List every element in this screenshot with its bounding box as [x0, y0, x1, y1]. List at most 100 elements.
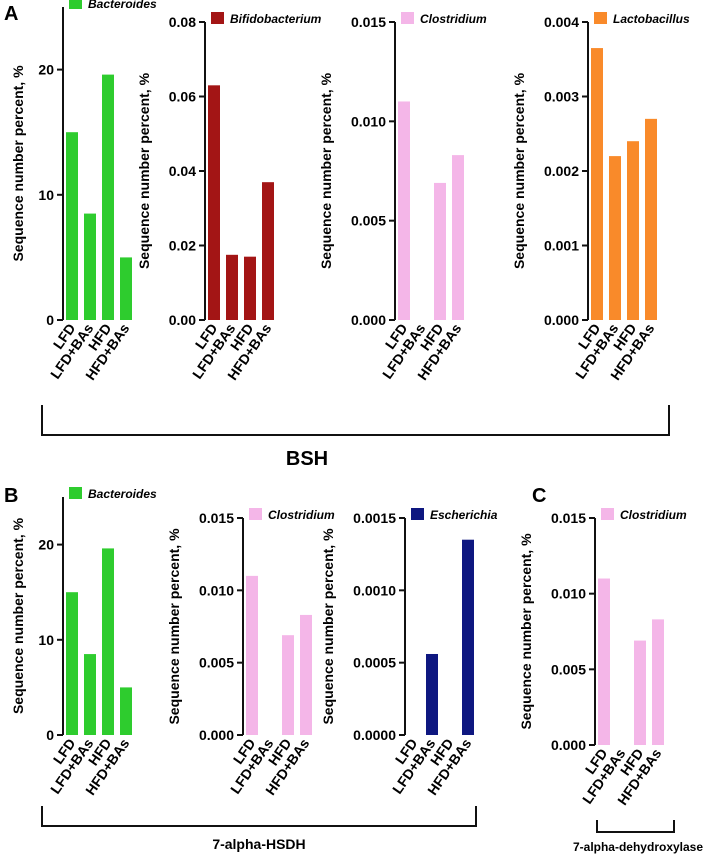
legend-label: Clostridium: [268, 508, 335, 522]
y-axis-title: Sequence number percent, %: [10, 517, 26, 714]
legend-label: Escherichia: [430, 508, 498, 522]
bsh-bracket: [41, 405, 670, 436]
bar-hfd: [627, 141, 639, 320]
legend-swatch: [601, 508, 614, 520]
chart-a2: 0.00 0.02 0.04 0.06 0.08 Sequence number perc…: [136, 12, 322, 383]
legend-label: Bifidobacterium: [230, 12, 322, 26]
chart-c1: 0.000 0.005 0.010 0.015 Sequence number perc…: [518, 508, 687, 808]
y-tick-label: 0.0010: [353, 582, 396, 598]
bar-hfd: [634, 640, 646, 745]
bar-lfd-plus-bas: [226, 254, 238, 320]
bar-hfd-plus-bas: [652, 619, 664, 745]
y-tick-label: 0.015: [551, 510, 586, 526]
y-tick-label: 0.04: [169, 163, 196, 179]
y-tick-label: 0.0005: [353, 655, 396, 671]
bar-lfd: [66, 592, 78, 735]
y-tick-label: 0.00: [169, 312, 196, 328]
bar-hfd: [102, 74, 114, 320]
bar-lfd-plus-bas: [84, 213, 96, 320]
bar-hfd: [282, 635, 294, 735]
y-tick-label: 0.0015: [353, 510, 396, 526]
y-tick-label: 0.005: [351, 213, 386, 229]
y-tick-label: 0.010: [199, 582, 234, 598]
panel-letter-c: C: [532, 485, 546, 507]
hsdh-label: 7-alpha-HSDH: [212, 836, 305, 852]
chart-a3: 0.000 0.005 0.010 0.015 Sequence number perc…: [318, 12, 487, 383]
bar-hfd-plus-bas: [452, 155, 464, 320]
y-tick-label: 0.010: [351, 113, 386, 129]
y-axis-title: Sequence number percent, %: [10, 65, 26, 262]
chart-a4: 0.000 0.001 0.002 0.003 0.004 Sequence number…: [511, 12, 690, 383]
bar-lfd: [66, 132, 78, 320]
y-tick-label: 0.005: [199, 655, 234, 671]
hsdh-bracket: [41, 806, 477, 827]
legend-swatch: [69, 0, 82, 9]
panel-letter-b: B: [4, 485, 18, 507]
bar-hfd: [102, 548, 114, 735]
dehydroxylase-label: 7-alpha-dehydroxylase: [573, 840, 703, 854]
bar-hfd-plus-bas: [120, 687, 132, 735]
y-tick-label: 10: [38, 187, 54, 203]
y-axis-title: Sequence number percent, %: [136, 72, 152, 269]
y-axis-title: Sequence number percent, %: [318, 72, 334, 269]
y-tick-label: 20: [38, 62, 54, 78]
y-tick-label: 0.001: [544, 238, 579, 254]
bar-hfd: [434, 182, 446, 320]
legend-swatch: [211, 12, 224, 24]
dehydroxylase-bracket: [596, 820, 675, 833]
y-tick-label: 0.06: [169, 89, 196, 105]
legend-label: Bacteroides: [88, 0, 157, 11]
y-tick-label: 10: [38, 632, 54, 648]
y-tick-label: 0.015: [199, 510, 234, 526]
y-tick-label: 0.08: [169, 14, 196, 30]
bar-lfd: [598, 578, 610, 745]
y-tick-label: 0.000: [199, 727, 234, 743]
y-axis-title: Sequence number percent, %: [166, 528, 182, 725]
bar-lfd-plus-bas: [426, 653, 438, 735]
y-axis-title: Sequence number percent, %: [518, 533, 534, 730]
bsh-label: BSH: [286, 448, 328, 470]
y-tick-label: 0.004: [544, 14, 579, 30]
y-axis-title: Sequence number percent, %: [511, 72, 527, 269]
legend-swatch: [594, 12, 607, 24]
chart-b3: 0.0000 0.0005 0.0010 0.0015 Sequence number …: [320, 508, 498, 798]
y-tick-label: 0.003: [544, 89, 579, 105]
bar-hfd-plus-bas: [462, 539, 474, 735]
bar-hfd-plus-bas: [300, 614, 312, 735]
y-tick-label: 0.010: [551, 586, 586, 602]
legend-label: Lactobacillus: [613, 12, 690, 26]
bar-lfd: [398, 101, 410, 320]
y-tick-label: 0.015: [351, 14, 386, 30]
bar-hfd-plus-bas: [120, 257, 132, 320]
y-tick-label: 0.002: [544, 163, 579, 179]
y-tick-label: 0.000: [544, 312, 579, 328]
y-tick-label: 0: [46, 312, 54, 328]
bar-hfd-plus-bas: [645, 118, 657, 320]
legend-swatch: [401, 12, 414, 24]
bar-lfd: [591, 48, 603, 320]
y-tick-label: 0.000: [351, 312, 386, 328]
legend-swatch: [411, 508, 424, 520]
bar-lfd: [246, 575, 258, 735]
bar-lfd-plus-bas: [609, 156, 621, 320]
y-tick-label: 0: [46, 727, 54, 743]
y-tick-label: 0.000: [551, 737, 586, 753]
y-tick-label: 20: [38, 537, 54, 553]
legend-label: Clostridium: [420, 12, 487, 26]
bar-lfd: [208, 85, 220, 320]
legend-swatch: [69, 487, 82, 499]
bar-hfd-plus-bas: [262, 182, 274, 320]
y-axis-title: Sequence number percent, %: [320, 528, 336, 725]
legend-swatch: [249, 508, 262, 520]
y-tick-label: 0.005: [551, 661, 586, 677]
panel-letter-a: A: [4, 3, 18, 25]
y-tick-label: 0.02: [169, 238, 196, 254]
bar-hfd: [244, 256, 256, 320]
y-tick-label: 0.0000: [353, 727, 396, 743]
legend-label: Bacteroides: [88, 487, 157, 501]
bar-lfd-plus-bas: [84, 654, 96, 735]
